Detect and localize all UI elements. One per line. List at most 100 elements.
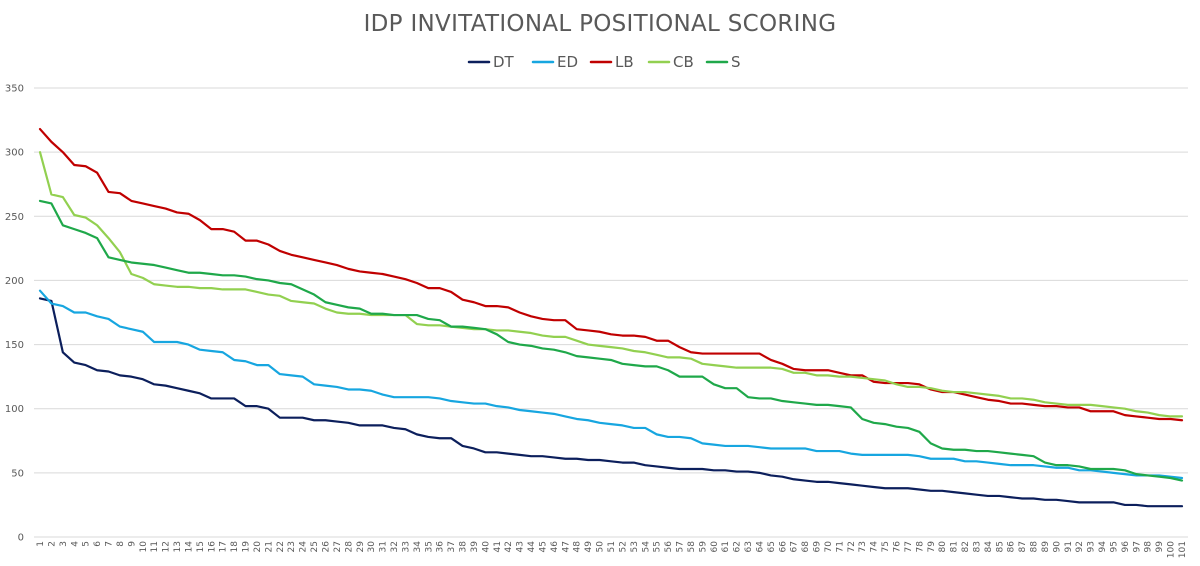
x-tick-label: 71 <box>835 541 845 552</box>
x-tick-label: 31 <box>379 541 389 552</box>
x-tick-label: 54 <box>641 541 651 553</box>
x-tick-label: 64 <box>755 541 765 553</box>
x-tick-label: 43 <box>516 541 526 552</box>
x-tick-label: 26 <box>322 541 332 553</box>
legend-label: ED <box>557 53 578 71</box>
x-tick-label: 86 <box>1007 541 1017 553</box>
series-line-dt <box>38 297 1184 508</box>
x-tick-label: 11 <box>150 541 160 552</box>
x-tick-label: 47 <box>561 541 571 552</box>
legend-item-dt: DT <box>467 53 515 71</box>
legend-item-ed: ED <box>531 53 578 71</box>
x-tick-label: 81 <box>950 541 960 552</box>
legend-item-s: S <box>705 53 741 71</box>
x-tick-label: 52 <box>618 541 628 552</box>
x-tick-label: 14 <box>184 541 194 553</box>
x-tick-label: 33 <box>401 541 411 552</box>
x-tick-label: 84 <box>984 541 994 553</box>
x-axis: 1 2 3 4 5 6 7 8 9 10 11 12 13 14 15 16 17 18 19 20 21 22 23 24 2… <box>36 541 1188 558</box>
x-tick-label: 22 <box>276 541 286 552</box>
x-tick-label: 35 <box>424 541 434 552</box>
x-tick-label: 51 <box>607 541 617 552</box>
legend-label: LB <box>615 53 634 71</box>
x-tick-label: 15 <box>196 541 206 552</box>
y-tick-label: 300 <box>5 148 24 159</box>
x-tick-label: 55 <box>653 541 663 552</box>
x-tick-label: 73 <box>858 541 868 552</box>
x-tick-label: 56 <box>664 541 674 553</box>
x-tick-label: 28 <box>344 541 354 553</box>
x-tick-label: 46 <box>550 541 560 553</box>
x-tick-label: 24 <box>299 541 309 553</box>
series-line-lb <box>38 127 1184 422</box>
y-tick-label: 250 <box>5 212 24 223</box>
series-line-ed <box>38 289 1184 480</box>
x-tick-label: 98 <box>1144 541 1154 553</box>
x-tick-label: 36 <box>436 541 446 553</box>
y-tick-label: 350 <box>5 84 24 95</box>
x-tick-label: 69 <box>813 541 823 553</box>
x-tick-label: 99 <box>1155 541 1165 553</box>
x-tick-label: 18 <box>230 541 240 553</box>
x-tick-label: 70 <box>824 541 834 553</box>
x-tick-label: 79 <box>927 541 937 553</box>
x-tick-label: 20 <box>253 541 263 553</box>
x-tick-label: 37 <box>447 541 457 552</box>
x-tick-label: 89 <box>1041 541 1051 553</box>
x-tick-label: 75 <box>881 541 891 552</box>
x-tick-label: 21 <box>264 541 274 552</box>
x-tick-label: 44 <box>527 541 537 553</box>
x-tick-label: 97 <box>1132 541 1142 552</box>
x-tick-label: 7 <box>105 541 115 547</box>
x-tick-label: 19 <box>242 541 252 553</box>
x-tick-label: 93 <box>1087 541 1097 552</box>
y-tick-label: 50 <box>11 468 24 479</box>
gridlines <box>34 87 1188 538</box>
x-tick-label: 27 <box>333 541 343 552</box>
x-tick-label: 32 <box>390 541 400 552</box>
x-tick-label: 92 <box>1075 541 1085 552</box>
y-tick-label: 150 <box>5 340 24 351</box>
legend-item-lb: LB <box>589 53 634 71</box>
x-tick-label: 30 <box>367 541 377 553</box>
x-tick-label: 48 <box>573 541 583 553</box>
x-tick-label: 88 <box>1030 541 1040 553</box>
series-line-s <box>38 199 1184 482</box>
x-tick-label: 62 <box>733 541 743 552</box>
x-tick-label: 90 <box>1052 541 1062 553</box>
x-tick-label: 16 <box>207 541 217 553</box>
legend-label: DT <box>493 53 515 71</box>
x-tick-label: 95 <box>1109 541 1119 552</box>
series-line-cb <box>38 151 1184 418</box>
x-tick-label: 77 <box>904 541 914 552</box>
x-tick-label: 53 <box>630 541 640 552</box>
x-tick-label: 91 <box>1064 541 1074 552</box>
legend-label: S <box>731 53 741 71</box>
x-tick-label: 74 <box>870 541 880 553</box>
x-tick-label: 67 <box>790 541 800 552</box>
x-tick-label: 5 <box>82 541 92 547</box>
x-tick-label: 60 <box>710 541 720 553</box>
x-tick-label: 9 <box>127 541 137 547</box>
chart-title: IDP INVITATIONAL POSITIONAL SCORING <box>364 11 837 37</box>
x-tick-label: 41 <box>493 541 503 552</box>
x-tick-label: 58 <box>687 541 697 553</box>
x-tick-label: 85 <box>995 541 1005 552</box>
series-lines <box>38 127 1184 508</box>
x-tick-label: 4 <box>70 541 80 547</box>
x-tick-label: 10 <box>139 541 149 553</box>
x-tick-label: 6 <box>93 541 103 547</box>
x-tick-label: 83 <box>972 541 982 552</box>
x-tick-label: 38 <box>459 541 469 553</box>
x-tick-label: 25 <box>310 541 320 552</box>
x-tick-label: 34 <box>413 541 423 553</box>
x-tick-label: 23 <box>287 541 297 552</box>
x-tick-label: 59 <box>698 541 708 553</box>
y-axis: 0 50 100 150 200 250 300 350 <box>5 84 24 544</box>
x-tick-label: 87 <box>1018 541 1028 552</box>
legend-label: CB <box>673 53 694 71</box>
x-tick-label: 101 <box>1178 541 1188 558</box>
x-tick-label: 17 <box>219 541 229 552</box>
x-tick-label: 42 <box>504 541 514 552</box>
